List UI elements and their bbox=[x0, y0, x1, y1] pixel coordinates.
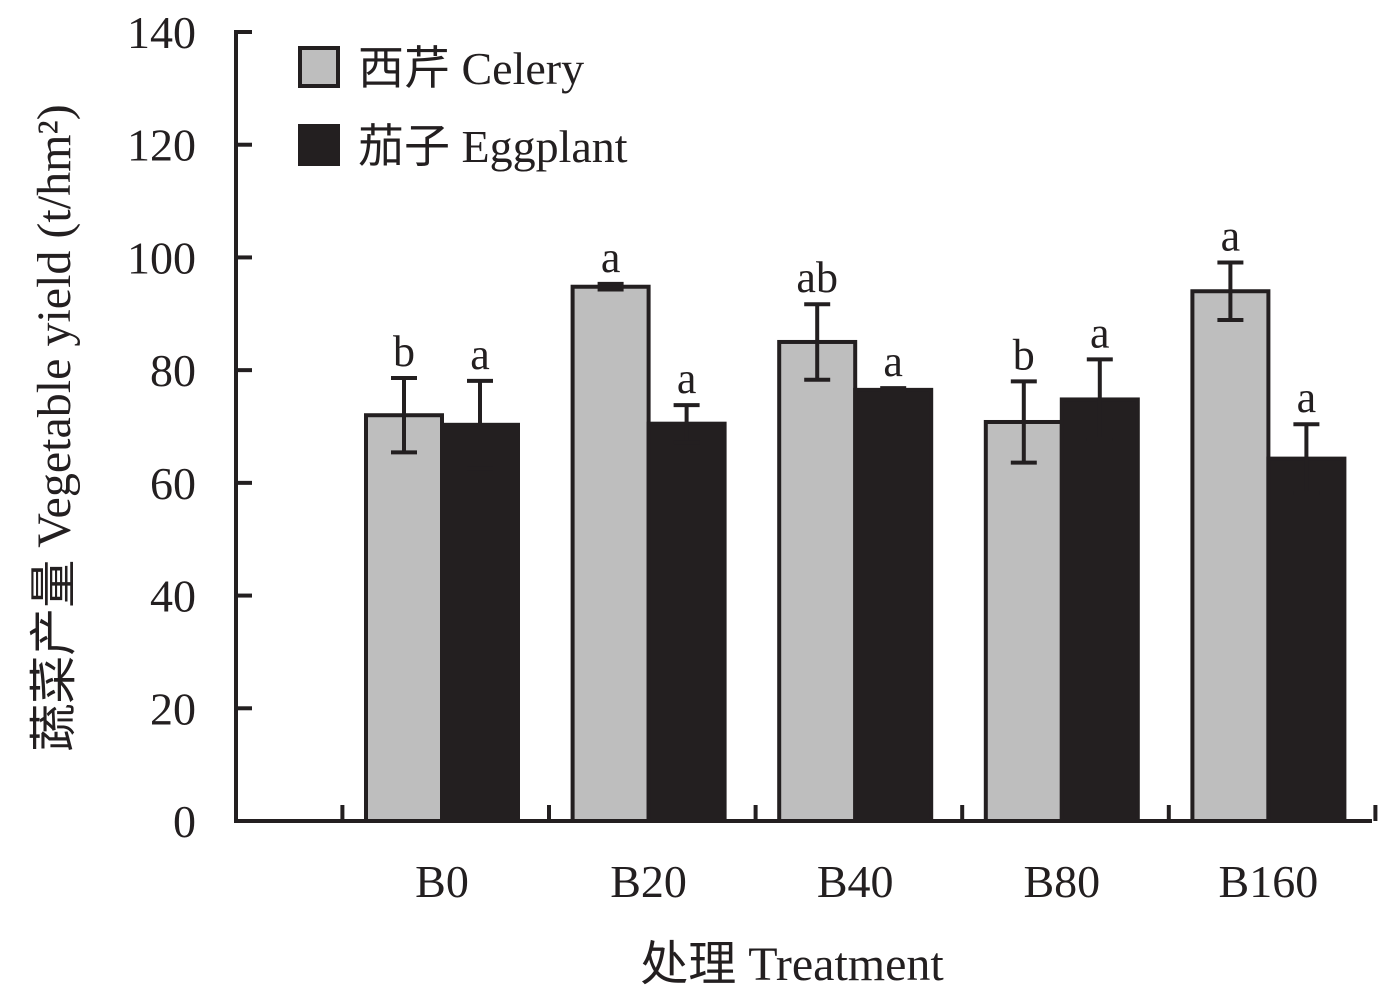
y-tick-label-100: 100 bbox=[127, 232, 196, 283]
bar-celery-B0 bbox=[364, 413, 444, 823]
error-bar-celery-B80 bbox=[1010, 379, 1037, 465]
error-bar-celery-B40 bbox=[804, 302, 831, 382]
significance-label-celery-B160: a bbox=[1221, 212, 1241, 261]
error-bar-celery-B20 bbox=[597, 281, 624, 292]
bar-celery-B80 bbox=[983, 419, 1064, 823]
y-tick-label-20: 20 bbox=[150, 683, 196, 734]
y-tick-label-80: 80 bbox=[150, 345, 196, 396]
bar-eggplant-B160 bbox=[1266, 456, 1347, 823]
error-bar-eggplant-B20 bbox=[673, 403, 700, 445]
x-tick-label-B160: B160 bbox=[1219, 856, 1319, 907]
error-bar-celery-B160 bbox=[1217, 260, 1244, 322]
x-axis-title: 处理 Treatment bbox=[640, 938, 944, 991]
y-tick-label-40: 40 bbox=[150, 571, 196, 622]
bar-celery-B160 bbox=[1190, 289, 1271, 823]
bar-eggplant-B20 bbox=[646, 421, 727, 823]
x-tick-label-B40: B40 bbox=[817, 856, 894, 907]
significance-label-celery-B40: ab bbox=[796, 253, 838, 302]
y-axis-title: 蔬菜产量 Vegetable yield (t/hm²) bbox=[28, 104, 81, 752]
axes-layer bbox=[234, 30, 1378, 823]
bar-celery-B40 bbox=[777, 339, 858, 823]
legend-swatch-eggplant bbox=[298, 124, 340, 166]
significance-label-eggplant-B40: a bbox=[883, 337, 903, 386]
significance-label-eggplant-B160: a bbox=[1297, 373, 1317, 422]
significance-label-celery-B0: b bbox=[393, 327, 415, 376]
y-tick-label-120: 120 bbox=[127, 120, 196, 171]
significance-label-eggplant-B80: a bbox=[1090, 308, 1110, 357]
error-bar-eggplant-B40 bbox=[880, 386, 907, 394]
bar-celery-B20 bbox=[570, 284, 651, 823]
significance-label-celery-B20: a bbox=[601, 233, 621, 282]
legend-label-celery: 西芹 Celery bbox=[358, 43, 584, 94]
y-tick-label-140: 140 bbox=[127, 7, 196, 58]
legend-swatch-celery bbox=[298, 46, 340, 88]
x-tick-label-B20: B20 bbox=[610, 856, 687, 907]
error-bar-eggplant-B80 bbox=[1086, 357, 1113, 442]
y-tick-label-0: 0 bbox=[173, 796, 196, 847]
legend-label-eggplant: 茄子 Eggplant bbox=[358, 121, 628, 172]
error-bar-eggplant-B0 bbox=[467, 378, 493, 471]
bar-eggplant-B0 bbox=[440, 422, 520, 823]
significance-label-eggplant-B20: a bbox=[677, 354, 697, 403]
legend: 西芹 Celery 茄子 Eggplant bbox=[298, 43, 628, 172]
x-tick-label-B0: B0 bbox=[415, 856, 469, 907]
significance-label-eggplant-B0: a bbox=[470, 330, 490, 379]
bar-eggplant-B40 bbox=[853, 387, 934, 823]
significance-label-celery-B80: b bbox=[1013, 330, 1035, 379]
x-tick-label-B80: B80 bbox=[1023, 856, 1100, 907]
bars-layer bbox=[364, 260, 1347, 823]
error-bar-celery-B0 bbox=[391, 376, 417, 455]
error-bar-eggplant-B160 bbox=[1293, 422, 1320, 496]
y-tick-label-60: 60 bbox=[150, 458, 196, 509]
bar-eggplant-B80 bbox=[1059, 397, 1140, 823]
